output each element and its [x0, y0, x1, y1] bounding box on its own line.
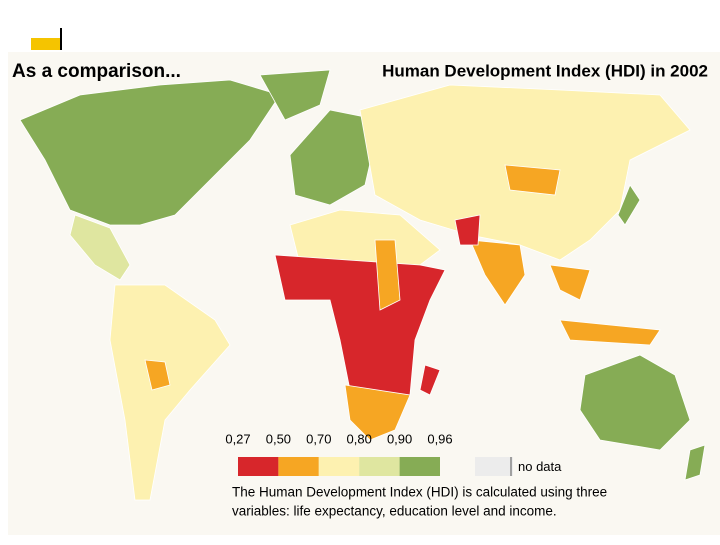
- note-line: variables: life expectancy, education le…: [232, 504, 557, 519]
- bolivia: [144, 359, 171, 391]
- legend-tick: 0,96: [427, 431, 452, 446]
- legend-swatch: [318, 457, 360, 476]
- madagascar: [419, 364, 441, 396]
- right-title: Human Development Index (HDI) in 2002: [382, 61, 708, 80]
- left-title: As a comparison...: [12, 61, 181, 82]
- southeast-asia: [549, 264, 591, 301]
- legend-tick: 0,90: [387, 431, 412, 446]
- pakistan: [454, 214, 481, 246]
- indonesia: [559, 319, 661, 346]
- legend-tick: 0,80: [347, 431, 372, 446]
- australia: [579, 354, 691, 451]
- legend-tick: 0,50: [266, 431, 291, 446]
- legend-swatch: [278, 457, 319, 476]
- legend-swatch: [238, 457, 279, 476]
- legend-tick: 0,27: [225, 431, 250, 446]
- legend-swatch: [399, 457, 440, 476]
- southern-africa: [344, 384, 411, 441]
- new-zealand: [684, 444, 706, 481]
- legend-tick: 0,70: [306, 431, 331, 446]
- badge: [31, 38, 61, 50]
- legend-swatch: [359, 457, 400, 476]
- note-line: The Human Development Index (HDI) is cal…: [232, 485, 607, 500]
- map: [19, 69, 706, 501]
- south-america: [109, 284, 231, 501]
- central-america: [69, 214, 131, 281]
- greenland: [259, 69, 331, 121]
- japan: [617, 184, 641, 226]
- no-data-swatch: [475, 457, 513, 476]
- north-america: [19, 79, 281, 226]
- legend: 0,27 0,50 0,70 0,80 0,90 0,96 no data: [225, 431, 562, 476]
- india: [469, 239, 526, 306]
- no-data-label: no data: [518, 459, 562, 474]
- mongolia: [504, 164, 561, 196]
- sudan: [374, 239, 401, 311]
- europe: [289, 109, 381, 206]
